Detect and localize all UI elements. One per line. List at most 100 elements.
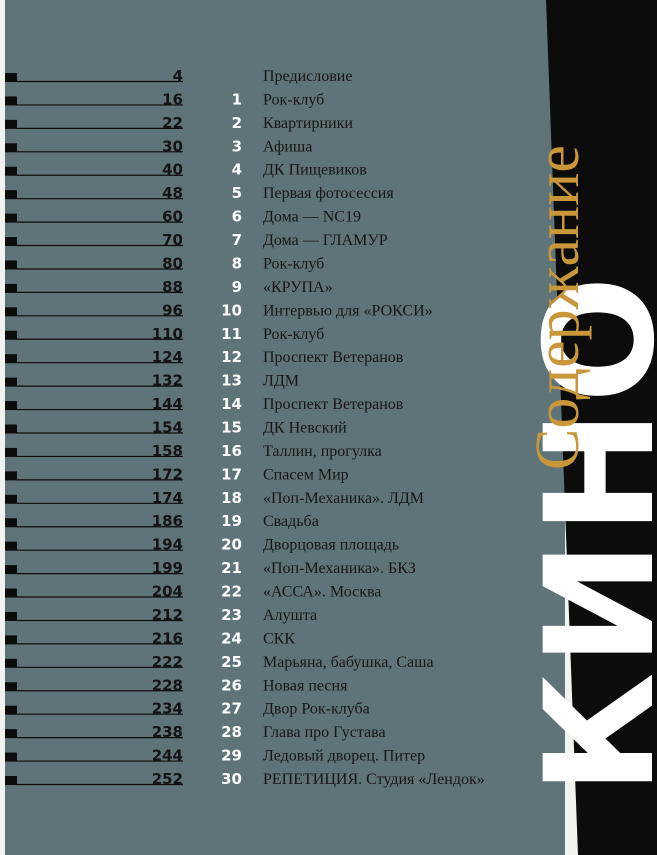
- leader-block: [5, 729, 17, 739]
- page-number: 22: [162, 114, 183, 132]
- page-number: 186: [152, 512, 183, 530]
- chapter-number: 26: [221, 676, 242, 694]
- page-number: 144: [152, 395, 183, 413]
- chapter-number: 10: [221, 301, 242, 319]
- chapter-title: Марьяна, бабушка, Саша: [263, 654, 434, 671]
- leader-block: [5, 166, 17, 176]
- chapter-title: Спасем Мир: [263, 466, 349, 483]
- chapter-title: Свадьба: [263, 513, 319, 530]
- slate-panel: [5, 0, 565, 855]
- leader-block: [5, 565, 17, 575]
- leader-block: [5, 776, 17, 785]
- chapter-title: Новая песня: [263, 677, 348, 694]
- page-number: 4: [173, 67, 183, 85]
- leader-block: [5, 190, 17, 200]
- leader-block: [5, 401, 17, 411]
- page-number: 110: [152, 325, 183, 343]
- chapter-number: 2: [232, 114, 242, 132]
- page-number: 132: [152, 372, 183, 390]
- chapter-title: Проспект Ветеранов: [263, 396, 404, 413]
- page-number: 238: [152, 723, 183, 741]
- page-number: 154: [152, 419, 183, 437]
- chapter-number: 24: [221, 629, 242, 647]
- leader-block: [5, 283, 17, 293]
- page-number: 252: [152, 770, 183, 788]
- leader-block: [5, 518, 17, 528]
- chapter-number: 28: [221, 723, 242, 741]
- page-number: 244: [152, 747, 183, 765]
- leader-block: [5, 541, 17, 551]
- chapter-number: 30: [221, 770, 242, 788]
- page-number: 194: [152, 536, 183, 554]
- chapter-title: Двор Рок-клуба: [263, 701, 370, 718]
- chapter-number: 9: [232, 278, 242, 296]
- chapter-title: ДК Невский: [263, 420, 347, 437]
- page-number: 96: [162, 301, 183, 319]
- chapter-number: 19: [221, 512, 242, 530]
- page-number: 228: [152, 676, 183, 694]
- chapter-number: 13: [221, 372, 242, 390]
- chapter-number: 20: [221, 536, 242, 554]
- chapter-number: 14: [221, 395, 242, 413]
- chapter-title: Предисловие: [263, 68, 352, 85]
- leader-block: [5, 237, 17, 247]
- chapter-title: «Поп-Механика». БКЗ: [263, 560, 416, 577]
- leader-block: [5, 471, 17, 481]
- chapter-title: Афиша: [263, 138, 312, 155]
- page-number: 172: [152, 465, 183, 483]
- chapter-title: Дома — ГЛАМУР: [263, 232, 388, 249]
- page-number: 212: [152, 606, 183, 624]
- page-number: 234: [152, 700, 183, 718]
- chapter-title: ЛДМ: [263, 373, 299, 390]
- chapter-number: 25: [221, 653, 242, 671]
- chapter-title: Алушта: [263, 607, 317, 624]
- band-title: КИНО: [514, 270, 657, 795]
- page-number: 204: [152, 583, 183, 601]
- chapter-number: 22: [221, 583, 242, 601]
- leader-block: [5, 752, 17, 762]
- page-number: 80: [162, 254, 183, 272]
- leader-block: [5, 377, 17, 387]
- page-number: 174: [152, 489, 183, 507]
- chapter-number: 7: [232, 231, 242, 249]
- leader-block: [5, 96, 17, 106]
- chapter-number: 23: [221, 606, 242, 624]
- chapter-title: Рок-клуб: [263, 91, 324, 108]
- chapter-title: Ледовый дворец. Питер: [263, 748, 425, 765]
- chapter-title: Дворцовая площадь: [263, 537, 399, 554]
- page-number: 70: [162, 231, 183, 249]
- chapter-title: Первая фотосессия: [263, 185, 394, 202]
- chapter-title: «Поп-Механика». ЛДМ: [263, 490, 424, 507]
- chapter-title: ДК Пищевиков: [263, 162, 367, 179]
- leader-block: [5, 494, 17, 504]
- page-number: 48: [162, 184, 183, 202]
- leader-block: [5, 424, 17, 434]
- page-number: 30: [162, 137, 183, 155]
- chapter-number: 12: [221, 348, 242, 366]
- chapter-number: 11: [221, 325, 242, 343]
- leader-block: [5, 354, 17, 364]
- leader-block: [5, 330, 17, 340]
- chapter-title: Дома — NC19: [263, 209, 361, 226]
- chapter-title: Глава про Густава: [263, 724, 386, 741]
- page-number: 40: [162, 161, 183, 179]
- chapter-title: РЕПЕТИЦИЯ. Студия «Лендок»: [263, 771, 485, 788]
- chapter-number: 18: [221, 489, 242, 507]
- chapter-number: 16: [221, 442, 242, 460]
- chapter-number: 5: [232, 184, 242, 202]
- chapter-title: Интервью для «РОКСИ»: [263, 302, 433, 319]
- page-number: 216: [152, 629, 183, 647]
- leader-block: [5, 143, 17, 153]
- chapter-number: 1: [232, 90, 242, 108]
- chapter-title: Таллин, прогулка: [263, 443, 382, 460]
- chapter-number: 27: [221, 700, 242, 718]
- leader-block: [5, 213, 17, 223]
- page-number: 222: [152, 653, 183, 671]
- chapter-number: 17: [221, 465, 242, 483]
- leader-block: [5, 119, 17, 129]
- chapter-title: Квартирники: [263, 115, 353, 132]
- chapter-title: СКК: [263, 630, 295, 647]
